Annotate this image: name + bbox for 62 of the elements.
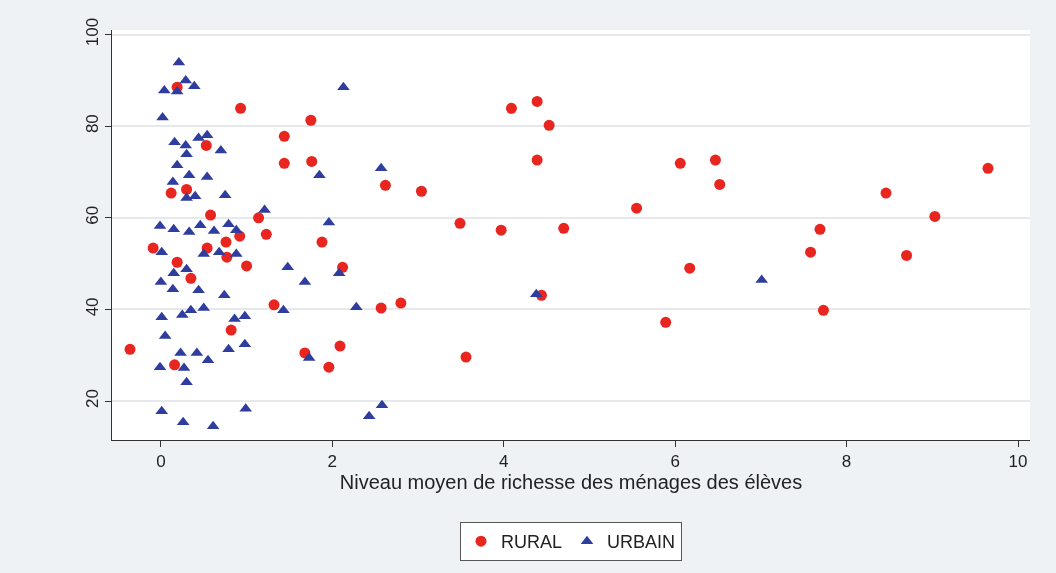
legend-label: RURAL bbox=[501, 532, 563, 553]
legend-label: URBAIN bbox=[607, 532, 676, 553]
x-tick-label: 6 bbox=[670, 452, 680, 472]
point bbox=[631, 202, 643, 214]
point bbox=[124, 343, 136, 355]
point bbox=[181, 183, 193, 195]
x-tick-label: 8 bbox=[841, 452, 852, 472]
point bbox=[982, 162, 994, 174]
point bbox=[260, 228, 272, 240]
point bbox=[235, 102, 247, 114]
point bbox=[531, 154, 543, 166]
point bbox=[375, 302, 387, 314]
point bbox=[205, 209, 217, 221]
point bbox=[379, 179, 391, 191]
point bbox=[200, 139, 212, 151]
y-tick-label: 20 bbox=[83, 389, 103, 408]
point bbox=[316, 236, 328, 248]
point bbox=[714, 178, 726, 190]
point bbox=[674, 157, 686, 169]
point bbox=[171, 256, 183, 268]
point bbox=[306, 155, 318, 167]
point bbox=[278, 130, 290, 142]
point bbox=[225, 324, 237, 336]
point bbox=[185, 272, 197, 284]
point bbox=[880, 187, 892, 199]
y-tick-label: 60 bbox=[83, 205, 103, 225]
point bbox=[253, 212, 265, 224]
point bbox=[334, 340, 346, 352]
point bbox=[495, 224, 507, 236]
y-tick-label: 40 bbox=[83, 297, 103, 317]
point bbox=[505, 102, 517, 114]
point bbox=[395, 297, 407, 309]
y-tick-label: 100 bbox=[83, 17, 103, 47]
point bbox=[278, 157, 290, 169]
point bbox=[531, 95, 543, 107]
point bbox=[684, 262, 696, 274]
point bbox=[660, 316, 672, 328]
point bbox=[709, 154, 721, 166]
point bbox=[460, 351, 472, 363]
point bbox=[241, 260, 253, 272]
point bbox=[147, 242, 159, 254]
point bbox=[901, 249, 913, 261]
point bbox=[169, 359, 181, 371]
x-axis-title: Niveau moyen de richesse des ménages des élèves bbox=[339, 471, 803, 494]
x-tick-label: 2 bbox=[327, 452, 338, 472]
x-tick-label: 4 bbox=[498, 452, 509, 472]
point bbox=[543, 119, 555, 131]
point bbox=[165, 187, 177, 199]
point bbox=[817, 304, 829, 316]
point bbox=[805, 246, 817, 258]
point bbox=[558, 222, 570, 234]
point bbox=[814, 223, 826, 235]
point bbox=[415, 185, 427, 197]
point bbox=[305, 114, 317, 126]
x-tick-label: 0 bbox=[156, 452, 166, 472]
point bbox=[454, 217, 466, 229]
point bbox=[220, 236, 232, 248]
y-tick-label: 80 bbox=[83, 114, 103, 134]
point bbox=[323, 361, 335, 373]
point bbox=[268, 299, 280, 311]
point bbox=[929, 210, 941, 222]
x-tick-label: 10 bbox=[1008, 452, 1028, 472]
